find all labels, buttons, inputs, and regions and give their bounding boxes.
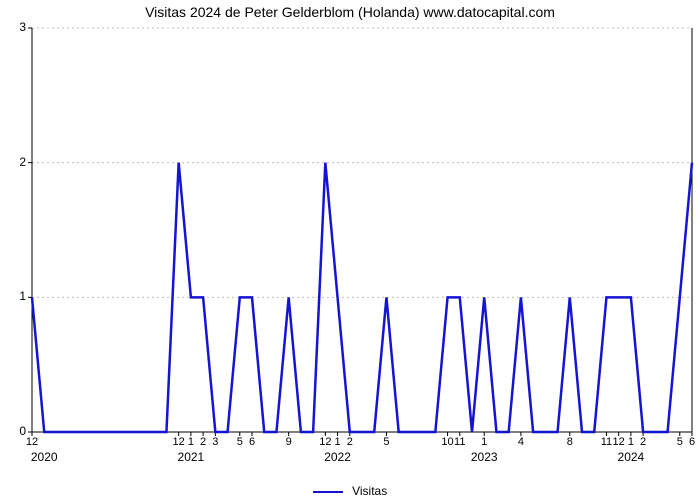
x-tick-month-label: 9	[286, 436, 292, 448]
x-tick-month-label: 1	[188, 436, 194, 448]
x-tick-month-label: 6	[249, 436, 255, 448]
x-tick-month-label: 2	[640, 436, 646, 448]
x-tick-month-label: 6	[689, 436, 695, 448]
chart-title: Visitas 2024 de Peter Gelderblom (Holand…	[0, 4, 700, 20]
x-tick-month-label: 5	[383, 436, 389, 448]
x-tick-year-label: 2020	[31, 450, 58, 464]
legend-label: Visitas	[352, 484, 387, 498]
x-tick-month-label: 5	[237, 436, 243, 448]
x-tick-month-label: 8	[567, 436, 573, 448]
chart-legend: Visitas	[0, 484, 700, 498]
x-tick-year-label: 2024	[618, 450, 645, 464]
x-tick-month-label: 5	[677, 436, 683, 448]
x-tick-year-label: 2021	[178, 450, 205, 464]
x-tick-year-label: 2023	[471, 450, 498, 464]
y-tick-label: 0	[6, 424, 26, 438]
x-tick-year-label: 2022	[324, 450, 351, 464]
x-tick-month-label: 12	[613, 436, 625, 448]
x-tick-month-label: 1	[628, 436, 634, 448]
y-tick-label: 2	[6, 155, 26, 169]
x-tick-month-label: 1	[334, 436, 340, 448]
y-tick-label: 1	[6, 289, 26, 303]
x-tick-month-label: 2	[200, 436, 206, 448]
chart-plot-area	[32, 28, 692, 432]
x-tick-month-label: 3	[212, 436, 218, 448]
x-tick-month-label: 12	[26, 436, 38, 448]
legend-swatch	[313, 491, 343, 493]
x-tick-month-label: 12	[173, 436, 185, 448]
chart-container: Visitas 2024 de Peter Gelderblom (Holand…	[0, 0, 700, 500]
x-tick-month-label: 1	[481, 436, 487, 448]
x-tick-month-label: 4	[518, 436, 524, 448]
x-tick-month-label: 2	[347, 436, 353, 448]
x-tick-month-label: 10	[441, 436, 453, 448]
x-tick-month-label: 11	[601, 436, 612, 448]
x-tick-month-label: 12	[319, 436, 331, 448]
x-tick-month-label: 11	[454, 436, 465, 448]
y-tick-label: 3	[6, 20, 26, 34]
